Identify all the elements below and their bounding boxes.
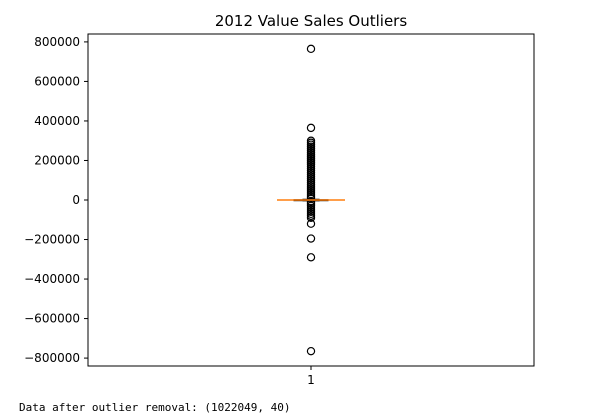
chart-title: 2012 Value Sales Outliers xyxy=(215,12,408,30)
outlier-point xyxy=(306,123,316,133)
y-tick-label: 0 xyxy=(72,193,80,207)
y-tick-label: 400000 xyxy=(34,114,80,128)
x-axis: 1 xyxy=(307,366,315,387)
outlier-point xyxy=(306,253,316,262)
y-tick-label: −800000 xyxy=(24,351,80,365)
outlier-point xyxy=(306,346,316,356)
outlier-point xyxy=(306,193,316,203)
outlier-markers xyxy=(306,44,316,356)
y-tick-label: 600000 xyxy=(34,74,80,88)
console-output: Data after outlier removal: (1022049, 40… xyxy=(19,401,291,414)
y-tick-label: 800000 xyxy=(34,35,80,49)
y-tick-label: 200000 xyxy=(34,153,80,167)
y-tick-label: −200000 xyxy=(24,233,80,247)
y-tick-label: −600000 xyxy=(24,312,80,326)
y-tick-label: −400000 xyxy=(24,272,80,286)
y-axis: −800000 −600000 −400000 −200000 0 200000 40000… xyxy=(24,35,88,365)
outlier-point xyxy=(306,44,316,54)
box-element xyxy=(277,198,345,202)
outlier-point xyxy=(306,234,316,243)
x-tick-label: 1 xyxy=(307,373,315,387)
outlier-point xyxy=(306,219,316,228)
outlier-point xyxy=(306,213,316,222)
